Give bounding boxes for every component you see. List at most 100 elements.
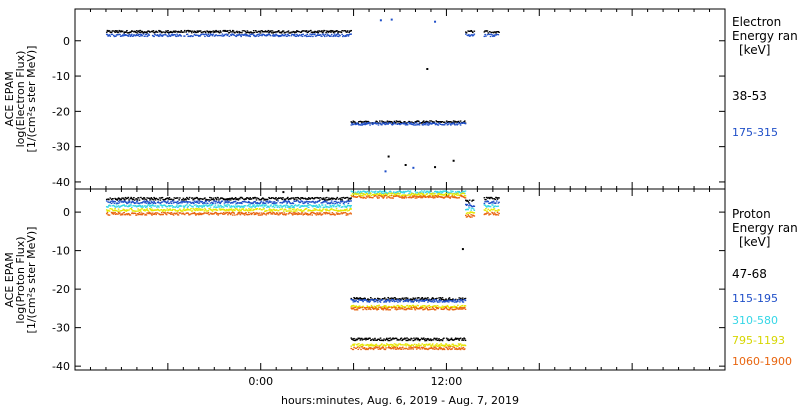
data-point-795-1193 <box>135 210 137 212</box>
data-point-795-1193 <box>339 209 342 211</box>
data-point-795-1193 <box>392 194 395 197</box>
data-point-47-68 <box>367 299 370 301</box>
data-point-1060-1900 <box>493 212 496 214</box>
data-point-38-53 <box>323 30 326 32</box>
data-point-1060-1900 <box>441 308 443 310</box>
data-point-1060-1900 <box>250 212 252 214</box>
data-point-1060-1900 <box>222 211 225 214</box>
data-point-310-580 <box>233 205 235 208</box>
data-point-47-68 <box>211 198 214 201</box>
data-point-115-195 <box>205 200 208 202</box>
data-point-795-1193 <box>167 210 169 212</box>
data-point-47-68 <box>297 197 300 199</box>
data-point-795-1193 <box>353 344 355 347</box>
data-point-38-53 <box>155 30 157 32</box>
data-point-1060-1900 <box>418 347 420 349</box>
data-point-795-1193 <box>407 194 410 196</box>
data-point-795-1193 <box>430 345 433 347</box>
data-point-795-1193 <box>333 209 336 211</box>
data-point-175-315 <box>308 35 311 37</box>
data-point-115-195 <box>252 202 254 205</box>
data-point-1060-1900 <box>378 346 380 348</box>
data-point-47-68 <box>133 199 136 201</box>
data-point-1060-1900 <box>369 348 372 350</box>
data-point-310-580 <box>127 205 130 208</box>
data-point-1060-1900 <box>350 307 353 309</box>
data-point-1060-1900 <box>334 214 336 216</box>
data-point-795-1193 <box>249 208 252 210</box>
ytick-label: 0 <box>63 206 70 219</box>
data-point-795-1193 <box>162 210 164 212</box>
data-point-47-68 <box>137 197 140 199</box>
data-point-1060-1900 <box>126 213 129 216</box>
data-point-795-1193 <box>291 208 294 211</box>
data-point-310-580 <box>255 205 258 207</box>
data-point-47-68 <box>105 198 108 201</box>
data-point-47-68 <box>323 198 325 200</box>
data-point-795-1193 <box>418 343 420 345</box>
data-point-115-195 <box>225 201 228 203</box>
data-point-1060-1900 <box>115 213 118 215</box>
data-point-795-1193 <box>388 344 390 347</box>
data-point-47-68 <box>344 197 347 199</box>
data-point-175-315 <box>292 34 295 36</box>
data-point-1060-1900 <box>415 346 417 348</box>
data-point-38-53 <box>344 30 347 32</box>
data-point-115-195 <box>408 299 410 301</box>
data-point-1060-1900 <box>417 195 419 198</box>
data-point-38-53 <box>135 30 138 32</box>
data-point-115-195 <box>497 202 500 204</box>
data-point-310-580 <box>495 205 498 208</box>
data-point-47-68 <box>488 197 491 200</box>
data-point-310-580 <box>180 205 183 207</box>
data-point-175-315 <box>288 35 291 37</box>
data-point-38-53 <box>179 31 182 33</box>
data-point-1060-1900 <box>492 214 495 216</box>
data-point-795-1193 <box>393 305 396 307</box>
data-point-310-580 <box>403 192 406 194</box>
data-point-175-315 <box>278 34 281 37</box>
data-point-38-53 <box>495 32 497 34</box>
data-point-115-195 <box>187 201 190 203</box>
data-point-1060-1900 <box>432 348 435 350</box>
data-point-47-68 <box>183 199 186 201</box>
data-point-1060-1900 <box>120 214 123 216</box>
data-point-310-580 <box>144 205 146 207</box>
data-point-38-53 <box>434 166 437 169</box>
data-point-310-580 <box>379 190 382 192</box>
data-point-175-315 <box>275 34 278 36</box>
data-point-115-195 <box>145 202 148 204</box>
data-point-47-68 <box>379 339 381 341</box>
data-point-795-1193 <box>121 209 124 211</box>
data-point-795-1193 <box>385 343 388 345</box>
data-point-175-315 <box>217 34 219 37</box>
data-point-1060-1900 <box>424 348 426 350</box>
data-point-47-68 <box>309 198 311 200</box>
data-point-47-68 <box>436 297 438 300</box>
data-point-1060-1900 <box>150 213 153 215</box>
data-point-47-68 <box>140 196 142 199</box>
data-point-175-315 <box>339 35 341 37</box>
data-point-1060-1900 <box>356 196 358 198</box>
data-point-47-68 <box>215 198 217 200</box>
data-point-1060-1900 <box>419 195 422 197</box>
data-point-310-580 <box>454 191 457 193</box>
data-point-1060-1900 <box>381 307 384 310</box>
data-point-795-1193 <box>225 210 227 212</box>
data-point-310-580 <box>176 204 178 206</box>
data-point-175-315 <box>124 34 126 37</box>
data-point-1060-1900 <box>408 348 411 350</box>
data-point-47-68 <box>108 198 110 201</box>
data-point-47-68 <box>350 337 353 339</box>
data-point-115-195 <box>400 299 403 301</box>
data-point-115-195 <box>114 200 116 203</box>
data-point-1060-1900 <box>243 212 245 215</box>
data-point-310-580 <box>272 205 274 208</box>
data-point-47-68 <box>459 337 462 339</box>
data-point-1060-1900 <box>455 306 458 309</box>
data-point-1060-1900 <box>399 308 401 310</box>
data-point-795-1193 <box>218 208 221 210</box>
data-point-115-195 <box>168 202 171 204</box>
data-point-1060-1900 <box>365 308 368 311</box>
data-point-795-1193 <box>256 207 258 210</box>
